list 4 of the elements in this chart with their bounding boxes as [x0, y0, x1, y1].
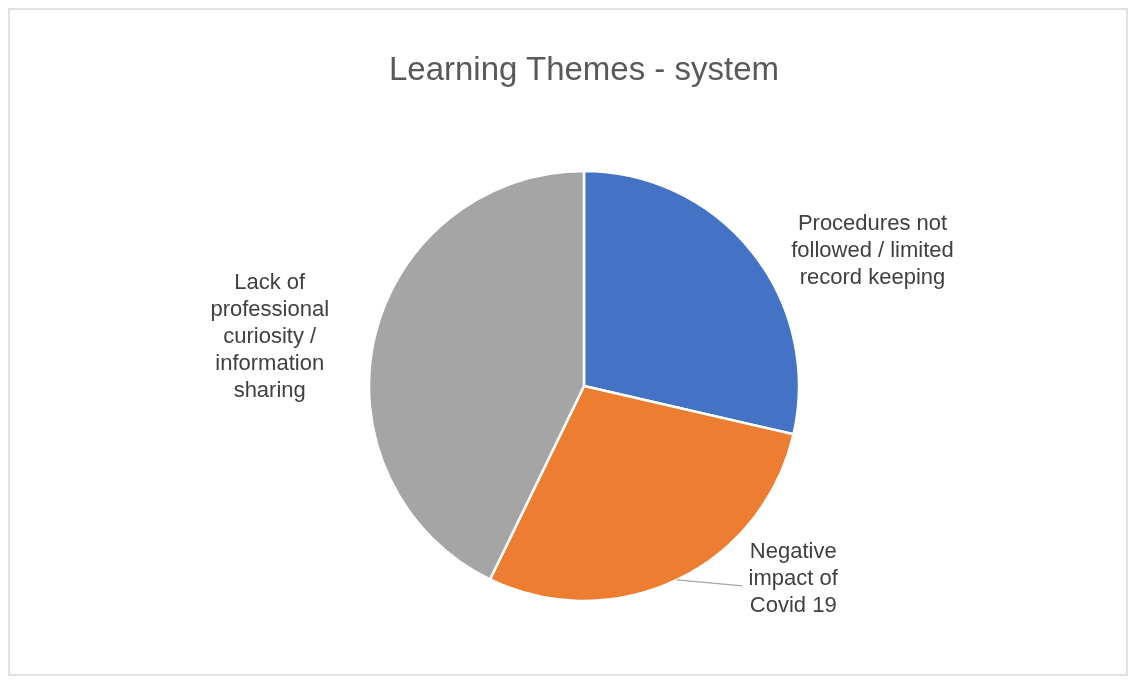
slice-label: Negative impact of Covid 19: [748, 538, 839, 618]
slice-label: Lack of professional curiosity / information sharing: [210, 268, 330, 402]
chart-title: Learning Themes - system: [388, 50, 780, 87]
slice-label: Procedures not followed / limited record keeping: [791, 210, 954, 290]
